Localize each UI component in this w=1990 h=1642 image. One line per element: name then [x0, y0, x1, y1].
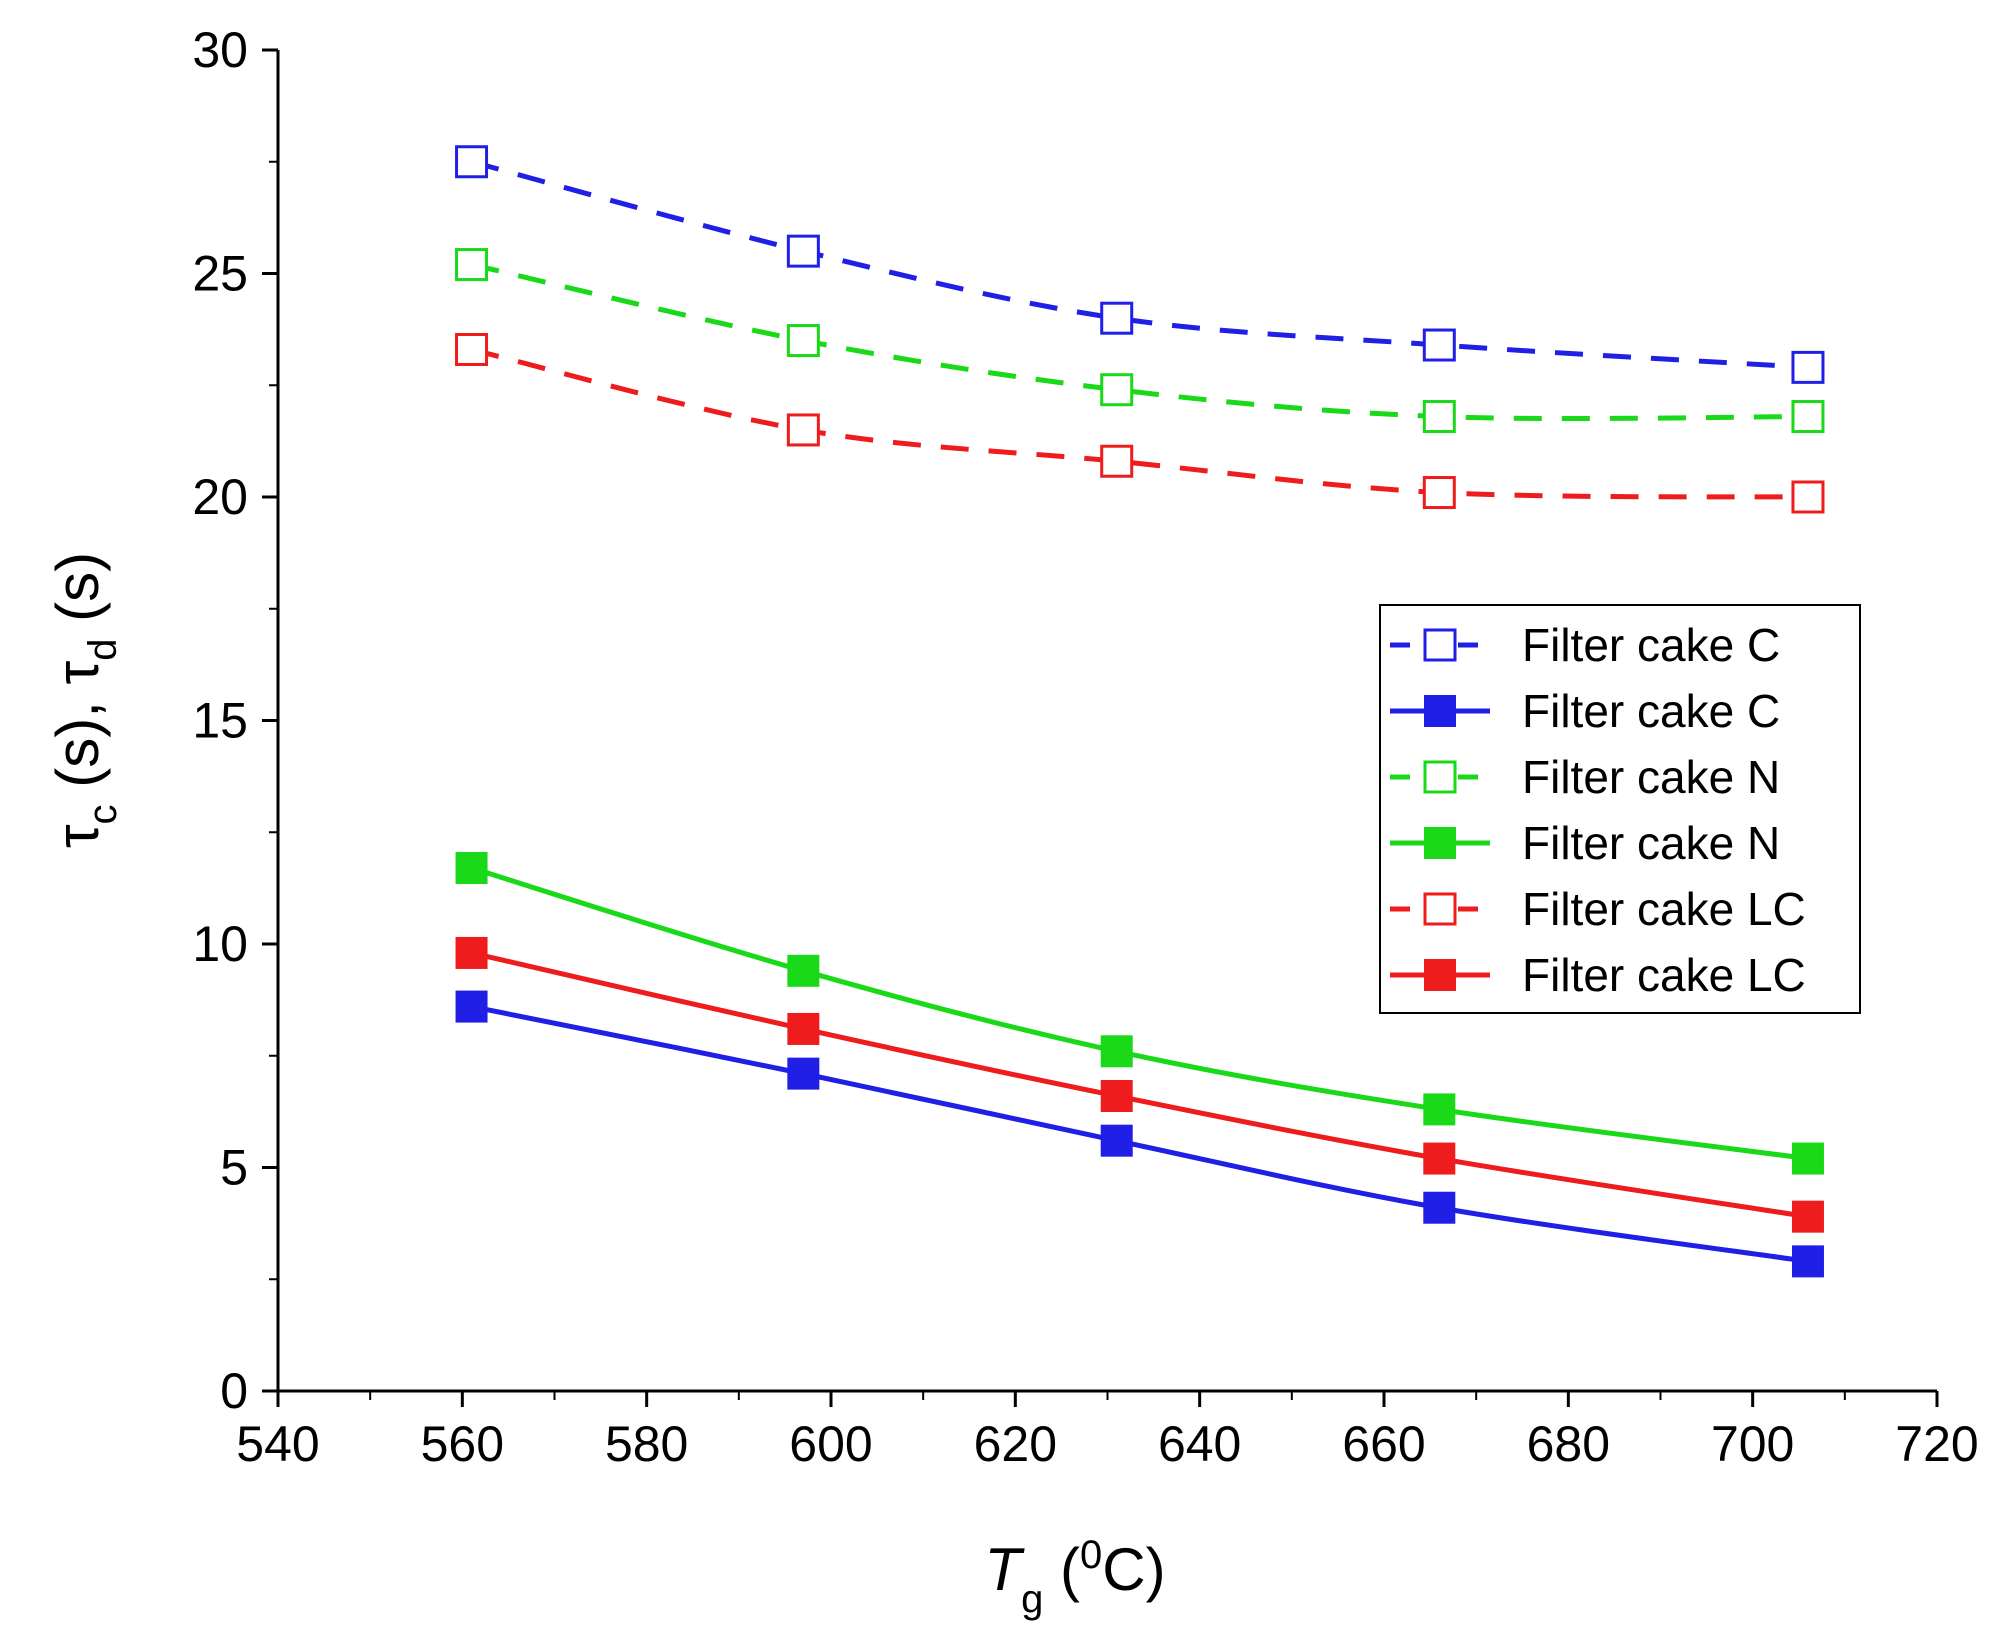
- data-point: [455, 248, 489, 282]
- y-tick-label: 30: [192, 22, 248, 78]
- data-point: [455, 145, 489, 179]
- data-point: [1423, 1093, 1456, 1126]
- data-point: [1791, 480, 1825, 514]
- x-tick-label: 680: [1527, 1416, 1610, 1472]
- legend-label: Filter cake LC: [1522, 949, 1806, 1001]
- series-3: [455, 852, 1824, 1175]
- data-point: [455, 990, 488, 1023]
- y-axis-title: τc (s), τd (s): [44, 552, 125, 848]
- data-point: [455, 852, 488, 885]
- data-point: [1791, 350, 1825, 384]
- legend-label: Filter cake C: [1522, 619, 1780, 671]
- legend-label: Filter cake LC: [1522, 883, 1806, 935]
- x-tick-label: 560: [421, 1416, 504, 1472]
- legend-marker: [1423, 628, 1457, 662]
- series-1: [455, 990, 1824, 1278]
- legend-item: Filter cake LC: [1390, 883, 1806, 935]
- x-tick-label: 540: [236, 1416, 319, 1472]
- series-line: [470, 262, 1808, 422]
- data-point: [787, 1057, 820, 1090]
- legend-item: Filter cake LC: [1390, 949, 1806, 1001]
- data-point: [1422, 476, 1456, 510]
- x-tick-label: 620: [974, 1416, 1057, 1472]
- data-point: [786, 413, 820, 447]
- x-tick-label: 700: [1711, 1416, 1794, 1472]
- legend-item: Filter cake N: [1390, 817, 1780, 869]
- legend-marker: [1424, 959, 1456, 991]
- data-point: [787, 954, 820, 987]
- data-point: [786, 234, 820, 268]
- y-tick-label: 5: [220, 1140, 248, 1196]
- y-tick-label: 15: [192, 693, 248, 749]
- legend-marker: [1424, 695, 1456, 727]
- x-tick-label: 600: [789, 1416, 872, 1472]
- data-point: [1423, 1142, 1456, 1175]
- data-point: [787, 1012, 820, 1045]
- y-tick-label: 25: [192, 246, 248, 302]
- plot-area: [455, 145, 1825, 1278]
- series-4: [455, 332, 1825, 514]
- legend-marker: [1423, 892, 1457, 926]
- data-point: [1100, 301, 1134, 335]
- data-point: [1791, 1142, 1824, 1175]
- y-tick-label: 10: [192, 916, 248, 972]
- data-point: [1422, 400, 1456, 434]
- data-point: [1791, 400, 1825, 434]
- y-tick-label: 0: [220, 1363, 248, 1419]
- data-point: [1100, 1035, 1133, 1068]
- legend: Filter cake C Filter cake C Filter cake N F…: [1379, 604, 1861, 1014]
- legend-label: Filter cake N: [1522, 751, 1780, 803]
- legend-box: [1379, 604, 1861, 1014]
- series-2: [455, 248, 1825, 434]
- x-axis-title: Tg (0C): [984, 1533, 1165, 1621]
- x-tick-label: 660: [1342, 1416, 1425, 1472]
- data-point: [1423, 1191, 1456, 1224]
- legend-marker: [1424, 827, 1456, 859]
- data-point: [1422, 328, 1456, 362]
- y-tick-label: 20: [192, 469, 248, 525]
- data-point: [786, 324, 820, 358]
- legend-item: Filter cake N: [1390, 751, 1780, 803]
- series-line: [470, 159, 1809, 370]
- x-tick-label: 720: [1895, 1416, 1978, 1472]
- data-point: [455, 332, 489, 366]
- data-point: [1100, 1079, 1133, 1112]
- data-point: [1791, 1200, 1824, 1233]
- series-0: [455, 145, 1825, 384]
- legend-marker: [1423, 760, 1457, 794]
- x-tick-label: 640: [1158, 1416, 1241, 1472]
- data-point: [1100, 1124, 1133, 1157]
- legend-item: Filter cake C: [1390, 685, 1780, 737]
- data-point: [1791, 1245, 1824, 1278]
- series-5: [455, 936, 1824, 1233]
- data-point: [1100, 444, 1134, 478]
- legend-item: Filter cake C: [1390, 619, 1780, 671]
- legend-label: Filter cake N: [1522, 817, 1780, 869]
- tick-labels: 540 560 580 600 620 640 660 680 700 720 0 5 10 15 20 25…: [192, 22, 1978, 1472]
- data-point: [1100, 373, 1134, 407]
- series-line: [470, 347, 1809, 500]
- data-point: [455, 936, 488, 969]
- legend-label: Filter cake C: [1522, 685, 1780, 737]
- x-tick-label: 580: [605, 1416, 688, 1472]
